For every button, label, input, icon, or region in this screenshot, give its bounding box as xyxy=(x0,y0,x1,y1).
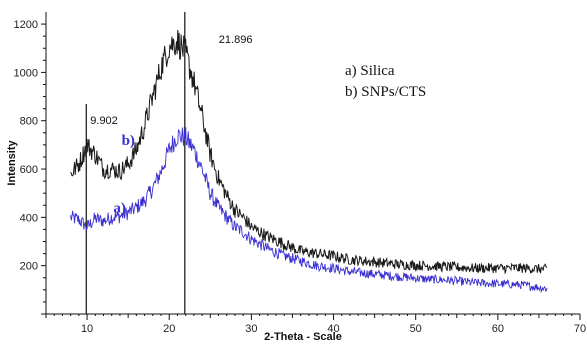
x-tick-label: 40 xyxy=(327,323,339,335)
y-tick-label: 1200 xyxy=(14,19,38,31)
x-tick-label: 70 xyxy=(574,323,586,335)
y-tick-label: 600 xyxy=(20,164,38,176)
legend: a) Silica b) SNPs/CTS xyxy=(345,63,426,100)
curve-label-b: b) xyxy=(122,133,135,149)
series-layer xyxy=(70,29,548,294)
x-axis-title: 2-Theta - Scale xyxy=(264,331,342,343)
y-axis-title: Intensity xyxy=(6,140,18,186)
x-tick-label: 60 xyxy=(492,323,504,335)
legend-entry-silica: a) Silica xyxy=(345,63,395,79)
y-ticks: 200 400 600 800 1000 1200 xyxy=(14,19,46,315)
curve-label-a: a) xyxy=(113,201,126,217)
legend-entry-snps-cts: b) SNPs/CTS xyxy=(345,84,426,100)
y-tick-label: 800 xyxy=(20,116,38,128)
y-tick-label: 1000 xyxy=(14,67,38,79)
x-ticks: 10 20 30 40 50 60 70 xyxy=(45,314,586,335)
peak-markers: 9.902 21.896 xyxy=(85,12,253,314)
x-tick-label: 20 xyxy=(163,323,175,335)
y-tick-label: 400 xyxy=(20,212,38,224)
x-tick-label: 10 xyxy=(81,323,93,335)
peak-marker-label: 9.902 xyxy=(90,115,118,127)
y-tick-label: 200 xyxy=(20,261,38,273)
x-tick-label: 50 xyxy=(410,323,422,335)
series-silica-line xyxy=(70,127,548,294)
peak-marker-label: 21.896 xyxy=(219,34,253,46)
x-tick-label: 30 xyxy=(245,323,257,335)
series-snps-cts-line xyxy=(70,29,548,275)
